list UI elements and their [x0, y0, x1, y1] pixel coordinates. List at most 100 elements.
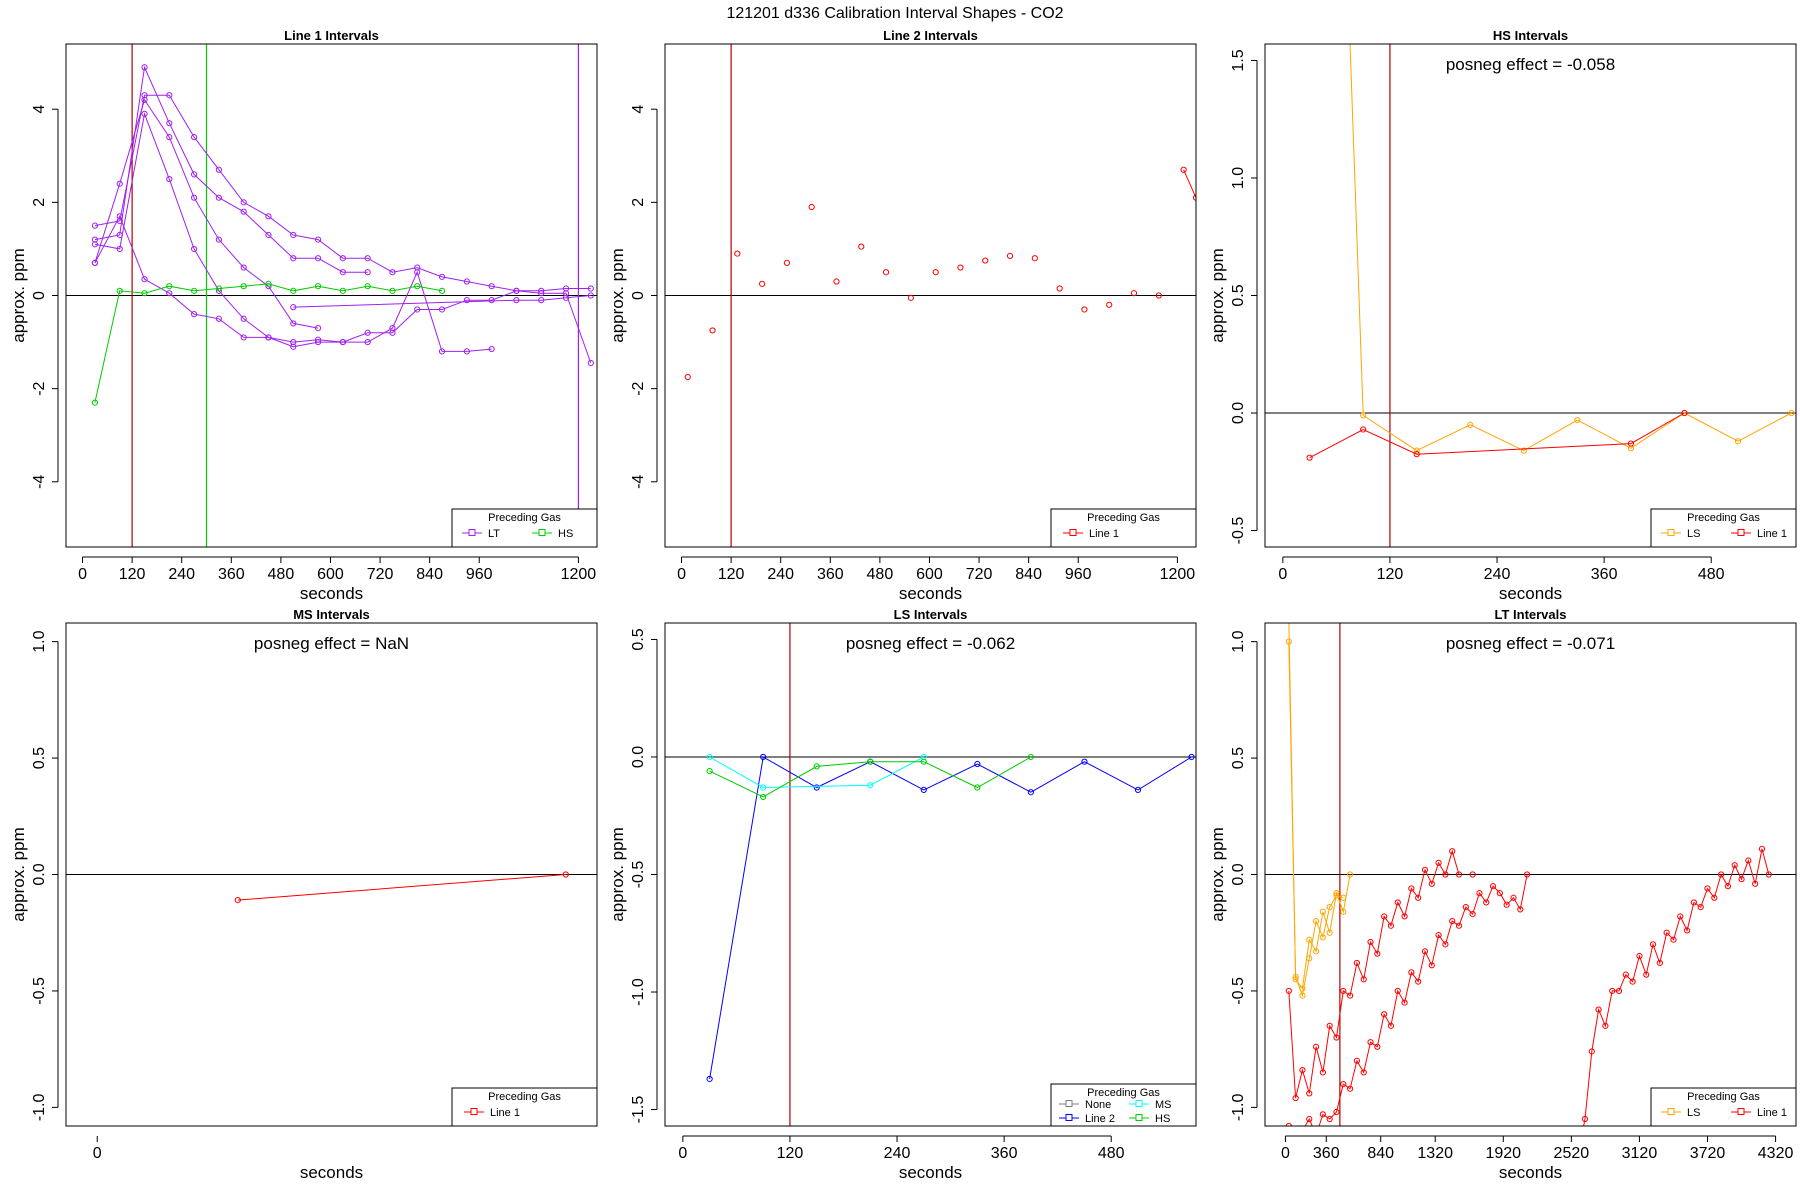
data-point [191, 287, 198, 294]
data-point [1387, 1022, 1395, 1029]
data-point [1455, 871, 1463, 878]
x-tick-label: 840 [1015, 566, 1042, 583]
data-point [141, 92, 148, 99]
x-tick-label: 1920 [1485, 1145, 1521, 1162]
x-tick-label: 0 [93, 1145, 102, 1162]
legend-title: Preceding Gas [1087, 1087, 1160, 1099]
legend-title: Preceding Gas [488, 512, 561, 524]
data-point [982, 257, 989, 264]
data-point [191, 171, 198, 178]
data-point [191, 311, 198, 318]
data-point [1401, 999, 1408, 1006]
data-point [1374, 1043, 1381, 1050]
data-point [1413, 447, 1420, 454]
data-point [314, 283, 322, 290]
data-point [1731, 862, 1738, 869]
series-line-lt [94, 98, 319, 329]
data-point [1683, 927, 1691, 934]
data-point [91, 236, 99, 243]
y-tick-label: -0.5 [31, 977, 48, 1005]
data-point [1285, 638, 1292, 645]
data-point [1319, 1069, 1326, 1076]
series-line-ms [709, 756, 925, 789]
data-point [215, 285, 222, 292]
data-point [1306, 955, 1313, 962]
y-axis-label: approx. ppm [9, 248, 28, 343]
data-point [141, 276, 148, 283]
legend-box [451, 1087, 598, 1127]
y-tick-label: 0.0 [31, 863, 48, 885]
data-point [1663, 929, 1670, 936]
data-point [907, 294, 914, 301]
legend-title: Preceding Gas [1687, 512, 1760, 524]
data-point [364, 269, 371, 276]
data-point [1496, 890, 1503, 897]
data-point [1313, 1133, 1318, 1138]
data-point [1312, 1043, 1320, 1050]
data-point [1360, 426, 1367, 433]
data-point [1738, 876, 1745, 883]
data-point [463, 348, 470, 355]
legend-label: LS [1687, 528, 1700, 540]
x-tick-label: 0 [677, 566, 686, 583]
y-tick-label: 4 [630, 105, 647, 114]
data-point [339, 287, 346, 294]
series-line-line-2 [709, 756, 1192, 1080]
data-point [1360, 412, 1367, 419]
data-point [389, 325, 396, 332]
data-point [1299, 992, 1306, 999]
data-point [1734, 438, 1742, 445]
x-tick-label: 600 [317, 566, 344, 583]
legend: Preceding Gas Line 1 [1050, 508, 1197, 548]
data-point [1449, 848, 1456, 855]
data-point [1340, 987, 1347, 995]
data-point [1134, 786, 1142, 793]
data-point [813, 763, 820, 770]
data-point [1394, 987, 1401, 995]
x-tick-label: 960 [466, 566, 493, 583]
data-point [116, 213, 123, 220]
data-point [1442, 941, 1449, 948]
y-axis-label: approx. ppm [608, 248, 627, 343]
data-point [265, 280, 272, 287]
data-point [1056, 285, 1063, 292]
data-point [1643, 971, 1650, 978]
legend: Preceding Gas LT HS [451, 508, 598, 548]
legend-item-ls: LS [1661, 528, 1700, 540]
series-line-ls [1349, 44, 1792, 452]
data-point [1293, 1140, 1298, 1145]
data-point [1155, 292, 1162, 299]
x-tick-label: 4320 [1758, 1145, 1794, 1162]
plot-frame [65, 43, 598, 548]
data-point [240, 315, 247, 322]
data-point [1467, 421, 1474, 428]
data-point [215, 315, 222, 322]
legend-box [1650, 1087, 1797, 1127]
data-point [1615, 987, 1623, 995]
data-point [1299, 1067, 1306, 1074]
x-tick-label: 480 [867, 566, 894, 583]
series-line-line-1 [1288, 874, 1528, 1126]
legend-swatch-marker [1135, 1100, 1143, 1107]
posneg-annotation: posneg effect = NaN [254, 634, 409, 653]
data-point [1677, 913, 1684, 920]
data-point [166, 290, 173, 297]
data-point [1588, 1048, 1595, 1055]
x-tick-label: 600 [916, 566, 943, 583]
data-point [116, 287, 123, 294]
x-tick-label: 120 [1377, 566, 1404, 583]
y-axis-label: approx. ppm [1208, 248, 1227, 343]
data-point [191, 245, 198, 253]
data-point [1306, 454, 1313, 461]
data-point [1130, 290, 1138, 297]
data-point [1286, 616, 1291, 621]
legend-label: Line 1 [1757, 528, 1787, 540]
series-line-line-1 [1183, 169, 1196, 198]
data-point [314, 325, 322, 332]
data-point [1346, 871, 1354, 878]
data-point [1180, 166, 1187, 173]
data-point [562, 290, 570, 297]
data-point [1306, 1115, 1313, 1123]
data-point [1462, 904, 1469, 911]
